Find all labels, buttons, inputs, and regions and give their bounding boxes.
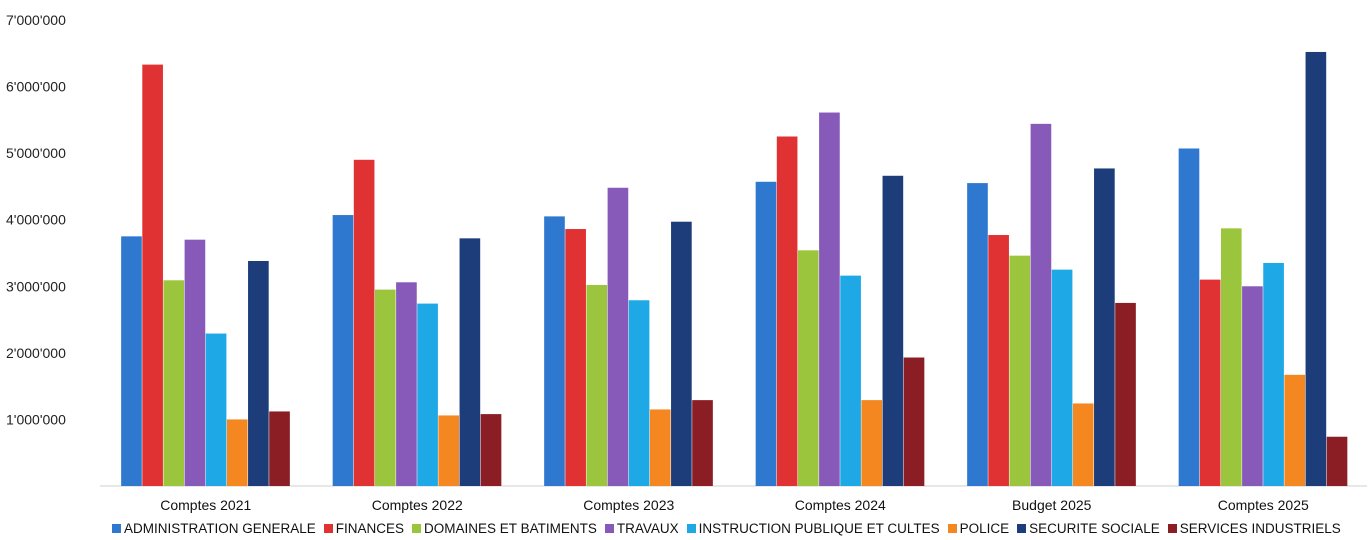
legend-swatch	[686, 524, 696, 533]
bar	[226, 419, 248, 486]
category-label: Comptes 2021	[160, 497, 251, 513]
bar	[1305, 51, 1327, 486]
bar	[205, 333, 227, 486]
bar	[544, 216, 565, 486]
legend-item: SERVICES INDUSTRIELS	[1167, 521, 1341, 536]
bar	[1051, 269, 1073, 486]
legend-swatch	[323, 524, 333, 533]
bar	[269, 411, 290, 486]
bar	[1199, 279, 1221, 486]
bar	[438, 415, 460, 486]
legend-swatch	[412, 524, 422, 533]
bar	[967, 183, 988, 486]
legend-label: FINANCES	[335, 521, 405, 536]
bar	[332, 215, 354, 486]
legend-label: TRAVAUX	[616, 521, 679, 536]
bar	[121, 236, 142, 486]
bar	[459, 238, 481, 486]
bar	[776, 136, 798, 486]
y-tick-label: 1'000'000	[6, 411, 66, 427]
category-label: Budget 2025	[1012, 497, 1092, 513]
bar	[1030, 123, 1052, 486]
y-tick-label: 2'000'000	[6, 345, 66, 361]
bar-chart: 1'000'000 2'000'000 3'000'000 4'000'000 5'00…	[6, 12, 1367, 513]
y-tick-label: 7'000'000	[6, 12, 66, 28]
legend-label: SERVICES INDUSTRIELS	[1179, 521, 1341, 536]
legend-item: DOMAINES ET BATIMENTS	[412, 521, 597, 536]
bar	[396, 282, 417, 486]
legend-label: POLICE	[959, 521, 1010, 536]
bar	[1284, 374, 1306, 486]
bar	[184, 239, 206, 486]
bar	[586, 284, 608, 486]
y-tick-label: 3'000'000	[6, 278, 66, 294]
bar	[988, 235, 1009, 486]
bar	[374, 289, 396, 486]
legend-swatch	[947, 524, 957, 533]
bar	[417, 303, 438, 486]
legend-label: INSTRUCTION PUBLIQUE ET CULTES	[698, 521, 940, 536]
legend-swatch	[112, 524, 121, 533]
bar	[1072, 403, 1094, 486]
y-tick-label: 5'000'000	[6, 145, 66, 161]
bar	[903, 357, 925, 486]
y-tick-label: 6'000'000	[6, 79, 66, 95]
chart-legend: ADMINISTRATION GENERALE FINANCES DOMAINES …	[112, 521, 1349, 536]
bar	[819, 112, 840, 486]
category-label: Comptes 2023	[583, 497, 674, 513]
bar	[1220, 228, 1242, 486]
legend-item: TRAVAUX	[604, 521, 679, 536]
legend-item: ADMINISTRATION GENERALE	[112, 521, 316, 536]
legend-item: SECURITE SOCIALE	[1017, 521, 1160, 536]
bar	[671, 221, 692, 486]
y-tick-label: 4'000'000	[6, 212, 66, 228]
legend-label: ADMINISTRATION GENERALE	[124, 521, 316, 536]
bar	[649, 409, 671, 486]
bar	[1115, 302, 1136, 486]
bar	[1242, 286, 1263, 486]
bar	[1094, 168, 1115, 486]
bar	[480, 414, 502, 486]
bar	[840, 275, 861, 486]
legend-label: DOMAINES ET BATIMENTS	[424, 521, 597, 536]
legend-item: INSTRUCTION PUBLIQUE ET CULTES	[686, 521, 940, 536]
legend-label: SECURITE SOCIALE	[1029, 521, 1160, 536]
bar	[628, 300, 650, 486]
bar	[1263, 262, 1284, 486]
bar	[861, 400, 883, 486]
bar	[565, 229, 586, 486]
bar	[142, 64, 163, 487]
bar	[755, 181, 777, 487]
category-label: Comptes 2022	[372, 497, 463, 513]
bar	[882, 175, 904, 486]
legend-item: POLICE	[947, 521, 1010, 536]
legend-item: FINANCES	[323, 521, 405, 536]
legend-swatch	[1017, 524, 1027, 533]
legend-swatch	[604, 524, 614, 533]
bar	[353, 159, 375, 487]
bar	[1009, 255, 1031, 486]
legend-swatch	[1167, 524, 1177, 533]
category-label: Comptes 2024	[795, 497, 886, 513]
bar	[607, 187, 629, 486]
bar	[797, 250, 819, 486]
bar	[1326, 436, 1348, 486]
bar	[163, 280, 185, 486]
bar	[692, 400, 713, 486]
bar	[248, 260, 269, 486]
category-label: Comptes 2025	[1218, 497, 1309, 513]
bar	[1178, 148, 1200, 487]
